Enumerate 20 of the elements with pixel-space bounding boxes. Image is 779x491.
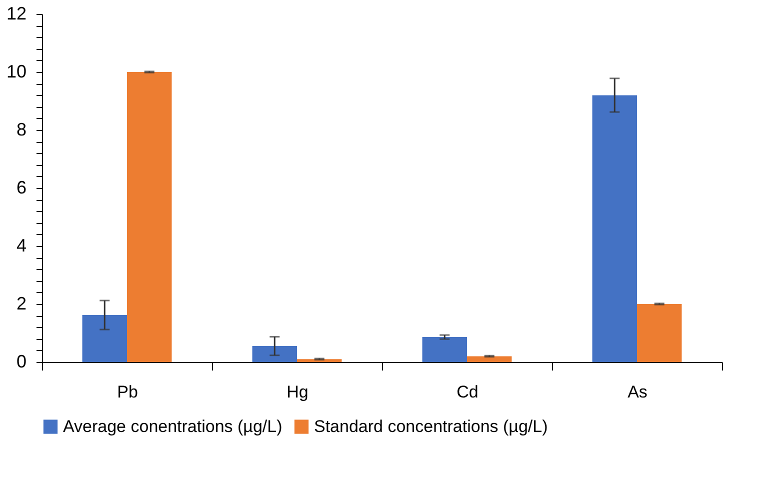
bar — [82, 315, 127, 362]
bar — [467, 356, 512, 362]
bar — [637, 304, 682, 362]
x-tick-label: As — [628, 382, 648, 402]
y-tick-label: 6 — [16, 178, 26, 198]
bar — [592, 95, 637, 362]
x-tick-label: Cd — [456, 382, 478, 402]
bar — [252, 346, 297, 362]
y-tick-label: 8 — [16, 120, 26, 140]
bar — [127, 72, 172, 362]
y-tick-label: 2 — [16, 294, 26, 314]
y-tick-label: 4 — [16, 236, 26, 256]
bar — [422, 337, 467, 362]
y-tick-label: 10 — [6, 62, 26, 82]
y-tick-label: 0 — [16, 352, 26, 372]
x-tick-label: Pb — [117, 382, 138, 402]
y-tick-label: 12 — [6, 4, 26, 24]
legend-label: Average conentrations (µg/L) — [63, 416, 282, 436]
x-tick-label: Hg — [286, 382, 308, 402]
legend-label: Standard concentrations (µg/L) — [314, 416, 548, 436]
